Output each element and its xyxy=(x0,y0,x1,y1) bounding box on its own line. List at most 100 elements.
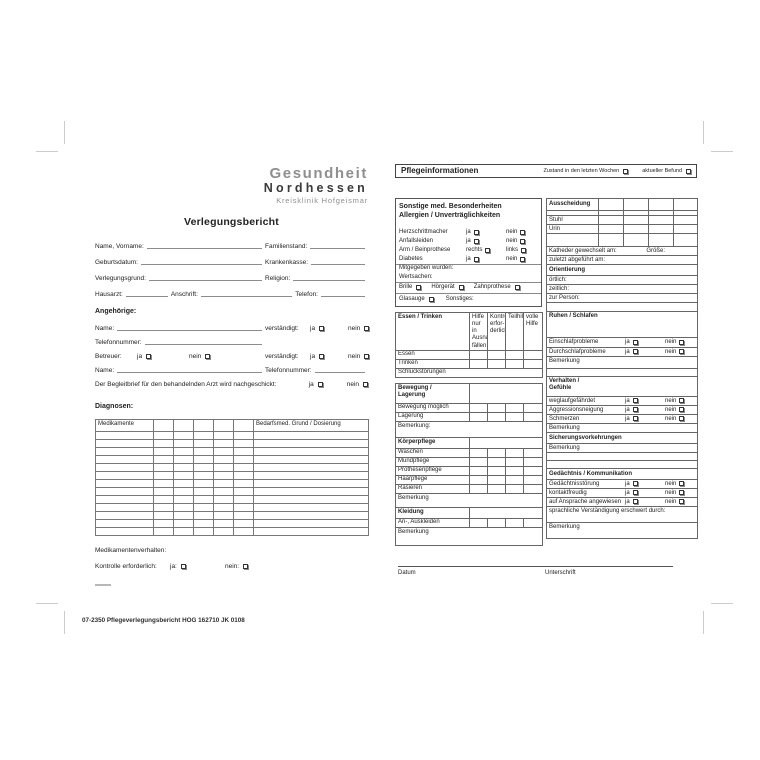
krankenkasse-field[interactable] xyxy=(311,263,365,266)
table-cell xyxy=(233,470,254,480)
checkbox-aggression-nein[interactable] xyxy=(679,407,685,413)
name-field[interactable] xyxy=(146,247,262,250)
span: Wertsachen: xyxy=(399,273,433,280)
medikamente-table: Medikamente Bedarfsmed. Grund / Dosierun… xyxy=(95,418,369,536)
crop-mark xyxy=(703,121,704,144)
checkbox-zahnprothese[interactable] xyxy=(514,285,520,291)
table-cell xyxy=(233,494,254,504)
checkbox-weglauf-nein[interactable] xyxy=(679,398,685,404)
tbody: Essen / Trinken Hilfe nur in Ausnahme­fä… xyxy=(395,311,543,378)
jb: nein xyxy=(189,353,265,360)
checkbox-brille[interactable] xyxy=(416,285,422,291)
checkbox-zustand[interactable] xyxy=(623,168,629,174)
label-familienstand: Familienstand: xyxy=(265,243,308,251)
religion-field[interactable] xyxy=(293,279,365,282)
tr xyxy=(95,494,369,504)
checkbox-durchschlaf-ja[interactable] xyxy=(632,349,638,355)
jl: ja xyxy=(466,255,471,262)
table-cell xyxy=(505,517,524,528)
checkbox-betreuer-verst-nein[interactable] xyxy=(364,354,370,359)
telefon-field[interactable] xyxy=(321,295,365,298)
checkbox-begleitbrief-ja[interactable] xyxy=(317,382,323,387)
checkbox-schmerzen-ja[interactable] xyxy=(632,416,638,422)
table-cell xyxy=(233,462,254,472)
table-cell xyxy=(213,518,234,528)
checkbox-herzschrittmacher-ja[interactable] xyxy=(473,229,479,235)
table-cell xyxy=(253,494,369,504)
lbl: Diabetes xyxy=(399,255,423,262)
koerperpflege-title: Körperpflege xyxy=(395,436,470,449)
checkbox-kontrolle-ja[interactable] xyxy=(180,563,186,569)
checkbox-begleitbrief-nein[interactable] xyxy=(363,382,368,387)
table-cell xyxy=(598,233,624,247)
ang-name-field[interactable] xyxy=(117,329,262,332)
row-schmerzen: Schmerzen ja nein xyxy=(546,414,698,424)
checkbox-hoergeraet[interactable] xyxy=(458,285,464,291)
checkbox-gedaechtnis-ja[interactable] xyxy=(632,481,638,487)
checkbox-kontakt-ja[interactable] xyxy=(632,490,638,496)
checkbox-anfallsleiden-nein[interactable] xyxy=(520,238,526,244)
checkbox-prothese-rechts[interactable] xyxy=(485,247,491,253)
table-cell xyxy=(469,411,488,422)
table-cell xyxy=(233,454,254,464)
betreuer-name-field[interactable] xyxy=(117,371,262,374)
form-imprint: 07-2350 Pflegeverlegungsbericht HOG 1627… xyxy=(82,617,245,624)
pflege-right-table: Ausscheidung Stuhl Urin Katheder gewechs… xyxy=(546,198,698,539)
ang-telefon-field[interactable] xyxy=(144,343,262,346)
verlegungsgrund-field[interactable] xyxy=(148,279,262,282)
table-cell xyxy=(193,478,214,488)
table-cell: Schmerzen ja nein xyxy=(546,414,698,424)
pflege-left-table: Bewegung / Lagerung Bewegung möglich Lage… xyxy=(395,382,543,546)
table-cell xyxy=(95,502,154,512)
tbody: Medikamente Bedarfsmed. Grund / Dosierun… xyxy=(95,418,369,536)
checkbox-aggression-ja[interactable] xyxy=(632,407,638,413)
geburtsdatum-field[interactable] xyxy=(141,263,262,266)
row-sprachliche-verstaendigung: sprachliche Verständigung erschwert durc… xyxy=(546,506,698,523)
table-cell xyxy=(173,526,194,536)
table-cell xyxy=(173,478,194,488)
jl: ja xyxy=(625,480,630,487)
table-cell xyxy=(505,483,524,494)
table-cell xyxy=(469,456,488,467)
hausarzt-field[interactable] xyxy=(125,295,168,298)
checkbox-schmerzen-nein[interactable] xyxy=(679,416,685,422)
table-cell xyxy=(153,494,174,504)
anschrift-field[interactable] xyxy=(200,295,293,298)
checkbox-verstaendigt-ja[interactable] xyxy=(319,326,325,331)
page-title: Verlegungsbericht xyxy=(183,215,279,228)
checkbox-betreuer-ja[interactable] xyxy=(146,354,152,359)
checkbox-glasauge[interactable] xyxy=(428,297,434,303)
familienstand-field[interactable] xyxy=(310,247,365,250)
checkbox-prothese-links[interactable] xyxy=(521,247,527,253)
col-bedarfsmed: Bedarfsmed. Grund / Dosierung xyxy=(253,418,369,432)
checkbox-einschlaf-nein[interactable] xyxy=(679,339,685,345)
checkbox-ansprache-nein[interactable] xyxy=(679,499,685,505)
betreuer-telefon-field[interactable] xyxy=(314,371,365,374)
checkbox-ansprache-ja[interactable] xyxy=(632,499,638,505)
checkbox-anfallsleiden-ja[interactable] xyxy=(473,238,479,244)
checkbox-herzschrittmacher-nein[interactable] xyxy=(520,229,526,235)
checkbox-diabetes-ja[interactable] xyxy=(473,256,479,262)
checkbox-verstaendigt-nein[interactable] xyxy=(364,326,370,331)
table-cell: Aggressionsneigung ja nein xyxy=(546,405,698,415)
checkbox-kontrolle-nein[interactable] xyxy=(243,563,249,569)
checkbox-gedaechtnis-nein[interactable] xyxy=(679,481,685,487)
jnrow: Aggressionsneigung ja nein xyxy=(549,407,695,414)
gedaechtnis-header-row: Gedächtnis / Kommunikation xyxy=(546,468,698,480)
nb3: nein xyxy=(665,339,695,346)
checkbox-betreuer-verst-ja[interactable] xyxy=(319,354,325,359)
checkbox-befund[interactable] xyxy=(686,168,691,174)
checkbox-kontakt-nein[interactable] xyxy=(679,490,685,496)
crop-mark xyxy=(36,603,58,604)
checkbox-einschlaf-ja[interactable] xyxy=(632,339,638,345)
checkbox-diabetes-nein[interactable] xyxy=(520,256,526,262)
checkbox-durchschlaf-nein[interactable] xyxy=(679,349,685,355)
nl: nein xyxy=(506,237,518,244)
nein-label: nein: xyxy=(225,562,240,570)
checkbox-betreuer-nein[interactable] xyxy=(205,354,211,359)
page-left: Gesundheit Nordhessen Kreisklinik Hofgei… xyxy=(95,165,370,586)
nb3: nein xyxy=(665,481,695,488)
table-cell xyxy=(523,465,543,476)
signature-line[interactable] xyxy=(398,566,673,567)
checkbox-weglauf-ja[interactable] xyxy=(632,398,638,404)
